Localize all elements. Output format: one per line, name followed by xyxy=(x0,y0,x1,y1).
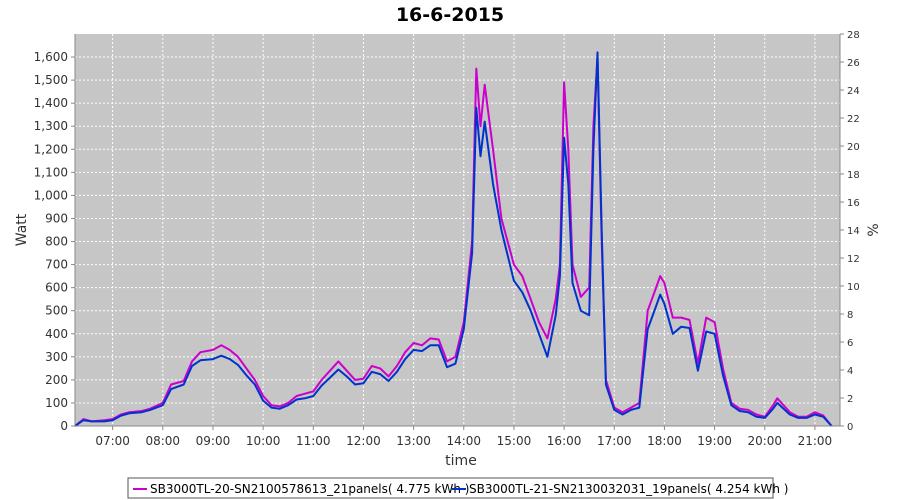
y2-tick-label: 2 xyxy=(847,394,853,405)
x-tick-label: 17:00 xyxy=(597,434,632,448)
y-tick-label: 1,000 xyxy=(34,188,68,202)
x-tick-label: 15:00 xyxy=(497,434,532,448)
series-line-1 xyxy=(74,56,833,427)
x-tick-label: 11:00 xyxy=(296,434,331,448)
y2-tick-label: 0 xyxy=(847,422,853,433)
x-axis-title: time xyxy=(445,453,477,469)
x-tick-label: 08:00 xyxy=(145,434,180,448)
grid-lines xyxy=(75,34,840,426)
y-tick-label: 0 xyxy=(60,419,68,433)
y-axis-ticks: 0 100 200 300 400 500 600 700 800 900 1,000 1,100 1,… xyxy=(34,50,75,433)
y2-tick-label: 12 xyxy=(847,254,860,265)
x-tick-label: 21:00 xyxy=(798,434,833,448)
y-axis-title: Watt xyxy=(14,213,30,246)
x-tick-label: 13:00 xyxy=(396,434,431,448)
x-tick-label: 07:00 xyxy=(95,434,130,448)
legend-box xyxy=(127,477,774,499)
series-group xyxy=(74,51,833,427)
chart-title: 16-6-2015 xyxy=(395,4,505,26)
y-tick-label: 200 xyxy=(45,373,68,387)
y2-tick-label: 26 xyxy=(847,58,860,69)
y-tick-label: 1,400 xyxy=(34,96,68,110)
y-tick-label: 1,600 xyxy=(34,50,68,64)
y2-tick-label: 4 xyxy=(847,366,853,377)
x-axis-ticks: 07:00 08:00 09:00 10:00 11:00 12:00 13:00 14:00… xyxy=(95,426,832,448)
y-tick-label: 1,200 xyxy=(34,142,68,156)
y2-tick-label: 20 xyxy=(847,142,860,153)
y2-tick-label: 18 xyxy=(847,170,860,181)
y-tick-label: 1,100 xyxy=(34,165,68,179)
y-tick-label: 1,300 xyxy=(34,119,68,133)
series-line-2 xyxy=(74,51,833,427)
y-tick-label: 700 xyxy=(45,258,68,272)
legend-label-2: SB3000TL-21-SN2130032031_19panels( 4.254… xyxy=(469,482,788,496)
y-tick-label: 500 xyxy=(45,304,68,318)
y-tick-label: 300 xyxy=(45,350,68,364)
y-tick-label: 100 xyxy=(45,396,68,410)
y-tick-label: 600 xyxy=(45,281,68,295)
y2-tick-label: 22 xyxy=(847,114,860,125)
y2-tick-label: 16 xyxy=(847,198,860,209)
y-tick-label: 900 xyxy=(45,211,68,225)
y-tick-label: 800 xyxy=(45,235,68,249)
x-tick-label: 18:00 xyxy=(647,434,682,448)
y2-axis-title: % xyxy=(866,223,882,236)
legend: SB3000TL-20-SN2100578613_21panels( 4.775… xyxy=(127,477,788,499)
x-tick-label: 14:00 xyxy=(446,434,481,448)
x-tick-label: 10:00 xyxy=(246,434,281,448)
x-tick-label: 09:00 xyxy=(196,434,231,448)
y2-tick-label: 6 xyxy=(847,338,853,349)
x-tick-label: 19:00 xyxy=(697,434,732,448)
y2-tick-label: 14 xyxy=(847,226,860,237)
x-tick-label: 20:00 xyxy=(747,434,782,448)
y2-tick-label: 10 xyxy=(847,282,860,293)
x-tick-label: 12:00 xyxy=(346,434,381,448)
y-tick-label: 1,500 xyxy=(34,73,68,87)
legend-label-1: SB3000TL-20-SN2100578613_21panels( 4.775… xyxy=(150,482,469,496)
x-tick-label: 16:00 xyxy=(547,434,582,448)
y-tick-label: 400 xyxy=(45,327,68,341)
y2-tick-label: 28 xyxy=(847,30,860,41)
y2-tick-label: 24 xyxy=(847,86,860,97)
y2-tick-label: 8 xyxy=(847,310,853,321)
